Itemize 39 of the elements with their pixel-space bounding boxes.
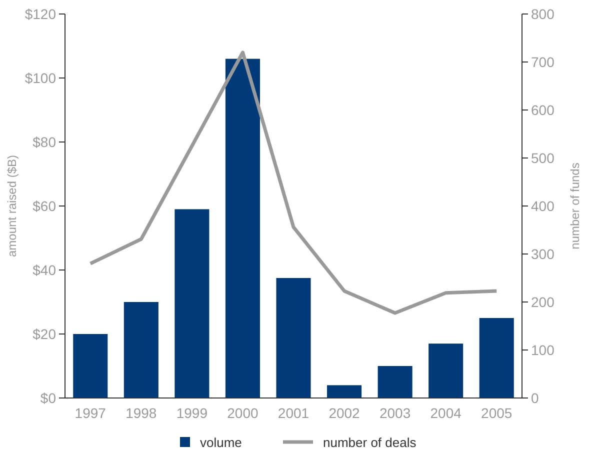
bar	[428, 344, 464, 398]
x-tick-label: 2000	[227, 405, 259, 421]
x-tick-label: 2005	[481, 405, 512, 421]
x-tick-label: 1998	[126, 405, 157, 421]
y-tick-label: $60	[32, 198, 56, 214]
y2-tick-label: 800	[531, 6, 555, 22]
legend-label: volume	[200, 435, 242, 450]
bar	[73, 334, 108, 398]
bar	[174, 209, 210, 398]
x-tick-label: 1999	[176, 405, 208, 421]
y2-axis-title: number of funds	[568, 162, 582, 250]
x-tick-label: 2004	[430, 405, 462, 421]
y-tick-label: $120	[24, 6, 56, 22]
x-tick-label: 2003	[379, 405, 411, 421]
y2-tick-label: 400	[531, 198, 555, 214]
y2-tick-label: 100	[531, 342, 555, 358]
y-axis-title: amount raised ($B)	[5, 154, 19, 258]
y-tick-label: $40	[32, 262, 56, 278]
x-tick-label: 2001	[278, 405, 310, 421]
bar	[124, 302, 158, 398]
y2-tick-label: 200	[531, 294, 555, 310]
y2-tick-label: 500	[531, 150, 555, 166]
bar	[327, 385, 362, 398]
bar	[479, 318, 514, 398]
y2-tick-label: 300	[531, 246, 555, 262]
y-tick-label: $100	[24, 70, 56, 86]
x-tick-label: 2002	[328, 405, 360, 421]
bar	[378, 366, 412, 398]
y2-tick-label: 0	[531, 390, 539, 406]
y-tick-label: $0	[40, 390, 56, 406]
line-series	[88, 50, 498, 315]
x-tick-label: 1997	[74, 405, 106, 421]
bar	[225, 58, 260, 398]
y-tick-label: $20	[32, 326, 56, 342]
y2-tick-label: 600	[531, 102, 555, 118]
y2-tick-label: 700	[531, 54, 555, 70]
y-tick-label: $80	[32, 134, 56, 150]
legend-label: number of deals	[323, 435, 417, 450]
bar	[276, 278, 311, 398]
